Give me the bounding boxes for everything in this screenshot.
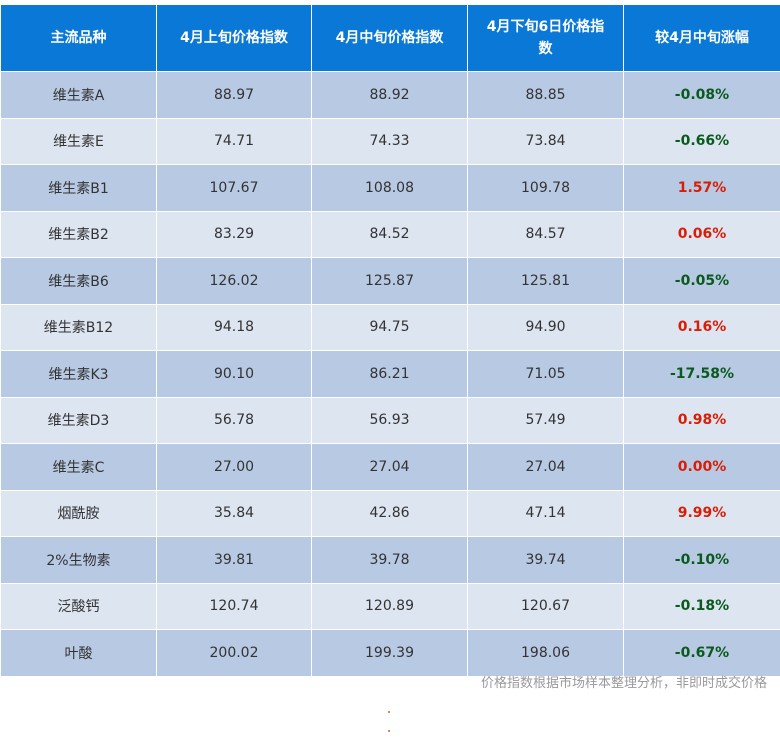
header-mid-april-index: 4月中旬价格指数	[311, 4, 468, 72]
cell-variety: 2%生物素	[0, 536, 157, 584]
cell-late-april-index: 27.04	[467, 443, 624, 491]
cell-variety: 泛酸钙	[0, 582, 157, 630]
cell-mid-april-index: 88.92	[311, 71, 468, 119]
table-header-row: 主流品种 4月上旬价格指数 4月中旬价格指数 4月下旬6日价格指数 较4月中旬涨…	[0, 4, 780, 72]
table-row: 维生素B2 83.29 84.52 84.57 0.06%	[0, 210, 780, 258]
cell-change: 0.16%	[623, 303, 780, 351]
cell-early-april-index: 126.02	[156, 257, 312, 305]
cell-change: 1.57%	[623, 164, 780, 212]
cell-change: 9.99%	[623, 489, 780, 537]
cell-early-april-index: 88.97	[156, 71, 312, 119]
cell-change: -17.58%	[623, 350, 780, 398]
table-row: 维生素C 27.00 27.04 27.04 0.00%	[0, 443, 780, 491]
header-late-april-6th-index: 4月下旬6日价格指数	[467, 4, 624, 72]
cell-early-april-index: 35.84	[156, 489, 312, 537]
cell-mid-april-index: 74.33	[311, 117, 468, 165]
cell-variety: 叶酸	[0, 629, 157, 677]
cell-change: -0.10%	[623, 536, 780, 584]
cell-early-april-index: 74.71	[156, 117, 312, 165]
cell-change: -0.18%	[623, 582, 780, 630]
cell-variety: 烟酰胺	[0, 489, 157, 537]
cell-mid-april-index: 125.87	[311, 257, 468, 305]
cell-variety: 维生素B1	[0, 164, 157, 212]
table-row: 维生素E 74.71 74.33 73.84 -0.66%	[0, 117, 780, 165]
cell-variety: 维生素C	[0, 443, 157, 491]
cell-mid-april-index: 84.52	[311, 210, 468, 258]
cell-late-april-index: 47.14	[467, 489, 624, 537]
decorative-dot	[388, 730, 390, 732]
cell-early-april-index: 107.67	[156, 164, 312, 212]
cell-early-april-index: 94.18	[156, 303, 312, 351]
cell-late-april-index: 109.78	[467, 164, 624, 212]
table-row: 维生素B12 94.18 94.75 94.90 0.16%	[0, 303, 780, 351]
cell-mid-april-index: 42.86	[311, 489, 468, 537]
cell-mid-april-index: 86.21	[311, 350, 468, 398]
cell-early-april-index: 39.81	[156, 536, 312, 584]
cell-change: -0.08%	[623, 71, 780, 119]
cell-variety: 维生素B6	[0, 257, 157, 305]
cell-late-april-index: 39.74	[467, 536, 624, 584]
cell-variety: 维生素K3	[0, 350, 157, 398]
cell-late-april-index: 73.84	[467, 117, 624, 165]
table-body: 维生素A 88.97 88.92 88.85 -0.08% 维生素E 74.71 74.33 7…	[0, 71, 780, 677]
cell-early-april-index: 56.78	[156, 396, 312, 444]
table-row: 维生素B6 126.02 125.87 125.81 -0.05%	[0, 257, 780, 305]
header-change-vs-mid-april: 较4月中旬涨幅	[623, 4, 780, 72]
table-row: 叶酸 200.02 199.39 198.06 -0.67%	[0, 629, 780, 677]
table-row: 泛酸钙 120.74 120.89 120.67 -0.18%	[0, 582, 780, 630]
table-row: 烟酰胺 35.84 42.86 47.14 9.99%	[0, 489, 780, 537]
cell-mid-april-index: 56.93	[311, 396, 468, 444]
cell-mid-april-index: 199.39	[311, 629, 468, 677]
cell-change: 0.06%	[623, 210, 780, 258]
cell-variety: 维生素D3	[0, 396, 157, 444]
cell-late-april-index: 94.90	[467, 303, 624, 351]
cell-mid-april-index: 120.89	[311, 582, 468, 630]
cell-variety: 维生素A	[0, 71, 157, 119]
table-row: 2%生物素 39.81 39.78 39.74 -0.10%	[0, 536, 780, 584]
cell-change: 0.98%	[623, 396, 780, 444]
cell-mid-april-index: 108.08	[311, 164, 468, 212]
decorative-dot	[388, 711, 390, 713]
cell-variety: 维生素B2	[0, 210, 157, 258]
cell-late-april-index: 120.67	[467, 582, 624, 630]
footnote: 价格指数根据市场样本整理分析，非即时成交价格	[480, 676, 767, 691]
table-row: 维生素B1 107.67 108.08 109.78 1.57%	[0, 164, 780, 212]
cell-late-april-index: 84.57	[467, 210, 624, 258]
cell-late-april-index: 125.81	[467, 257, 624, 305]
header-variety: 主流品种	[0, 4, 157, 72]
cell-change: -0.67%	[623, 629, 780, 677]
cell-early-april-index: 27.00	[156, 443, 312, 491]
cell-early-april-index: 83.29	[156, 210, 312, 258]
cell-late-april-index: 57.49	[467, 396, 624, 444]
cell-change: 0.00%	[623, 443, 780, 491]
cell-early-april-index: 120.74	[156, 582, 312, 630]
cell-late-april-index: 198.06	[467, 629, 624, 677]
cell-variety: 维生素E	[0, 117, 157, 165]
cell-late-april-index: 71.05	[467, 350, 624, 398]
cell-change: -0.05%	[623, 257, 780, 305]
table-row: 维生素K3 90.10 86.21 71.05 -17.58%	[0, 350, 780, 398]
cell-early-april-index: 200.02	[156, 629, 312, 677]
cell-variety: 维生素B12	[0, 303, 157, 351]
cell-mid-april-index: 39.78	[311, 536, 468, 584]
cell-mid-april-index: 94.75	[311, 303, 468, 351]
cell-early-april-index: 90.10	[156, 350, 312, 398]
cell-late-april-index: 88.85	[467, 71, 624, 119]
table-row: 维生素D3 56.78 56.93 57.49 0.98%	[0, 396, 780, 444]
header-early-april-index: 4月上旬价格指数	[156, 4, 312, 72]
cell-mid-april-index: 27.04	[311, 443, 468, 491]
price-index-table: 主流品种 4月上旬价格指数 4月中旬价格指数 4月下旬6日价格指数 较4月中旬涨…	[0, 4, 780, 677]
cell-change: -0.66%	[623, 117, 780, 165]
table-row: 维生素A 88.97 88.92 88.85 -0.08%	[0, 71, 780, 119]
